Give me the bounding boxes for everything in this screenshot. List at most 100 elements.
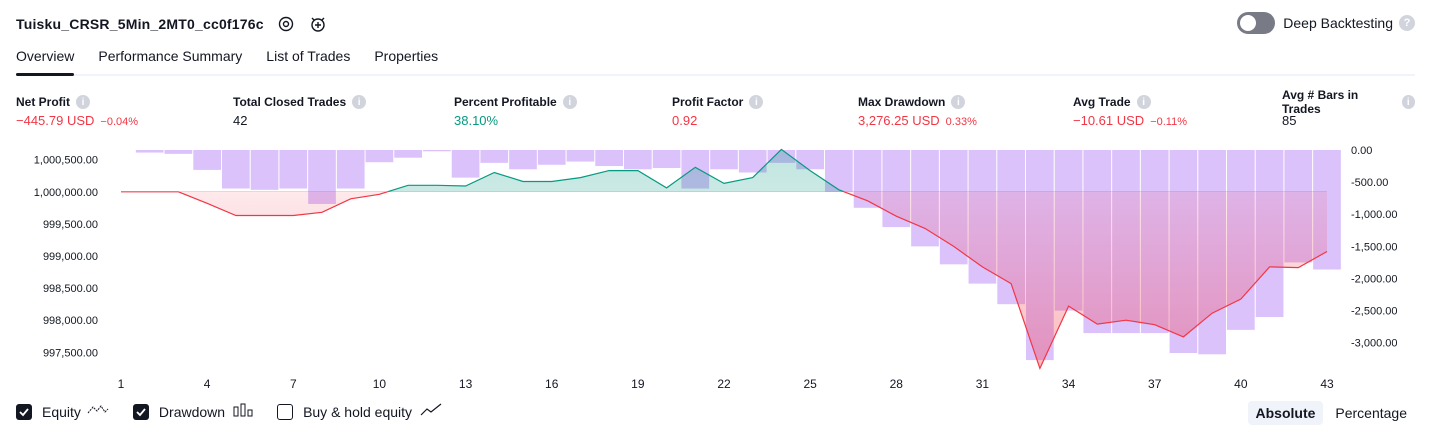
left-axis-tick: 998,500.00 bbox=[43, 283, 98, 295]
info-icon[interactable]: i bbox=[562, 95, 577, 109]
drawdown-bar bbox=[595, 150, 623, 167]
stat-value: −445.79 USD bbox=[16, 113, 95, 128]
tab-list-of-trades[interactable]: List of Trades bbox=[266, 48, 351, 64]
info-icon[interactable]: i bbox=[749, 95, 764, 109]
drawdown-bar bbox=[336, 150, 365, 189]
right-axis: 0.00 -500.00 -1,000.00 -1,500.00 -2,000.00 -2… bbox=[1351, 145, 1397, 350]
tab-overview[interactable]: Overview bbox=[16, 44, 75, 76]
equity-line-icon bbox=[87, 403, 109, 420]
left-axis-tick: 999,000.00 bbox=[43, 251, 98, 263]
left-axis-tick: 998,000.00 bbox=[43, 315, 98, 327]
legend-label: Drawdown bbox=[158, 403, 226, 420]
deep-backtesting-toggle[interactable] bbox=[1237, 12, 1276, 34]
buy-hold-checkbox[interactable] bbox=[277, 403, 294, 420]
add-alert-icon[interactable] bbox=[308, 14, 328, 34]
drawdown-bar bbox=[365, 150, 394, 163]
info-icon[interactable]: i bbox=[352, 95, 367, 109]
x-axis-tick: 37 bbox=[1148, 377, 1162, 391]
absolute-button[interactable]: Absolute bbox=[1247, 401, 1324, 425]
equity-lines bbox=[121, 148, 1328, 371]
equity-line-loss bbox=[121, 191, 1328, 371]
x-axis-tick: 40 bbox=[1234, 377, 1248, 391]
drawdown-bar bbox=[222, 150, 250, 189]
tab-properties[interactable]: Properties bbox=[374, 48, 439, 64]
stat-label: Avg # Bars in Trades bbox=[1282, 88, 1359, 116]
scale-mode-switch: Absolute Percentage bbox=[1244, 401, 1416, 425]
stat-pct: 0.33% bbox=[945, 116, 977, 128]
drawdown-bar bbox=[652, 150, 681, 168]
stat-max-drawdown: Max Drawdown i 3,276.25 USD 0.33% bbox=[858, 94, 977, 128]
tab-performance-summary[interactable]: Performance Summary bbox=[98, 48, 243, 64]
legend-drawdown[interactable]: Drawdown bbox=[132, 403, 253, 420]
info-icon[interactable]: i bbox=[1401, 95, 1415, 109]
x-axis-tick: 43 bbox=[1320, 377, 1334, 391]
legend-label: Buy & hold equity bbox=[303, 403, 413, 420]
equity-checkbox[interactable] bbox=[16, 403, 32, 420]
left-axis-tick: 1,000,500.00 bbox=[34, 155, 98, 167]
percentage-button[interactable]: Percentage bbox=[1335, 405, 1407, 421]
deep-backtesting-label: Deep Backtesting bbox=[1283, 15, 1393, 31]
info-icon[interactable]: i bbox=[951, 95, 966, 109]
x-axis-tick: 31 bbox=[976, 377, 990, 391]
drawdown-bar bbox=[451, 150, 480, 178]
x-axis-tick: 25 bbox=[803, 377, 817, 391]
x-axis-tick: 34 bbox=[1062, 377, 1076, 391]
equity-chart[interactable]: 1,000,500.00 1,000,000.00 999,500.00 999,00… bbox=[0, 140, 1431, 395]
stat-label: Avg Trade bbox=[1073, 95, 1131, 109]
right-axis-tick: -1,000.00 bbox=[1351, 209, 1397, 221]
stat-net-profit: Net Profit i −445.79 USD −0.04% bbox=[16, 94, 138, 128]
tab-bar: Overview Performance Summary List of Tra… bbox=[16, 44, 1415, 76]
left-axis-tick: 1,000,000.00 bbox=[34, 187, 98, 199]
strategy-name: Tuisku_CRSR_5Min_2MT0_cc0f176c bbox=[16, 16, 264, 32]
x-axis-tick: 19 bbox=[631, 377, 645, 391]
drawdown-bar bbox=[394, 150, 422, 158]
drawdown-bars-icon bbox=[233, 403, 253, 420]
drawdown-bar bbox=[480, 150, 509, 163]
deep-backtesting: Deep Backtesting ? bbox=[1237, 12, 1415, 34]
stat-pct: −0.11% bbox=[1150, 116, 1187, 128]
legend-equity[interactable]: Equity bbox=[16, 403, 109, 420]
right-axis-tick: -2,500.00 bbox=[1351, 306, 1397, 318]
info-icon[interactable]: i bbox=[1136, 95, 1151, 109]
info-icon[interactable]: i bbox=[76, 95, 90, 109]
drawdown-bar bbox=[250, 150, 279, 190]
drawdown-bar bbox=[537, 150, 566, 165]
stat-label: Net Profit bbox=[16, 95, 70, 109]
drawdown-checkbox[interactable] bbox=[132, 403, 149, 420]
drawdown-bar bbox=[566, 150, 595, 162]
x-axis-tick: 7 bbox=[290, 377, 297, 391]
left-axis: 1,000,500.00 1,000,000.00 999,500.00 999,00… bbox=[34, 155, 98, 360]
legend-label: Equity bbox=[42, 403, 81, 420]
right-axis-tick: -2,000.00 bbox=[1351, 273, 1397, 285]
stat-label: Profit Factor bbox=[672, 95, 744, 109]
drawdown-bar bbox=[193, 150, 221, 170]
x-axis-tick: 28 bbox=[890, 377, 904, 391]
settings-icon[interactable] bbox=[276, 14, 296, 34]
drawdown-bar bbox=[135, 150, 164, 153]
right-axis-tick: -1,500.00 bbox=[1351, 241, 1397, 253]
stat-label: Percent Profitable bbox=[454, 95, 557, 109]
drawdown-bar bbox=[509, 150, 537, 170]
legend-buy-hold[interactable]: Buy & hold equity bbox=[277, 403, 442, 420]
drawdown-bar bbox=[164, 150, 193, 154]
drawdown-bar bbox=[710, 150, 738, 170]
x-axis: 1 4 7 10 13 16 19 22 25 28 31 34 37 40 43 bbox=[118, 377, 1334, 391]
x-axis-tick: 10 bbox=[373, 377, 387, 391]
help-icon[interactable]: ? bbox=[1399, 15, 1415, 31]
drawdown-bar bbox=[279, 150, 308, 189]
stat-value: 0.92 bbox=[672, 113, 698, 128]
strategy-header: Tuisku_CRSR_5Min_2MT0_cc0f176c bbox=[16, 10, 328, 38]
drawdown-bar bbox=[624, 150, 652, 170]
stat-label: Max Drawdown bbox=[858, 95, 946, 109]
right-axis-tick: 0.00 bbox=[1351, 145, 1372, 157]
stat-total-closed-trades: Total Closed Trades i 42 bbox=[233, 94, 367, 128]
drawdown-bar bbox=[423, 150, 451, 152]
x-axis-tick: 13 bbox=[459, 377, 473, 391]
stat-value: 38.10% bbox=[454, 113, 499, 128]
drawdown-bar bbox=[796, 150, 824, 170]
stat-value: −10.61 USD bbox=[1073, 113, 1145, 128]
x-axis-tick: 16 bbox=[545, 377, 559, 391]
x-axis-tick: 22 bbox=[717, 377, 731, 391]
stat-profit-factor: Profit Factor i 0.92 bbox=[672, 94, 764, 128]
left-axis-tick: 997,500.00 bbox=[43, 347, 98, 359]
